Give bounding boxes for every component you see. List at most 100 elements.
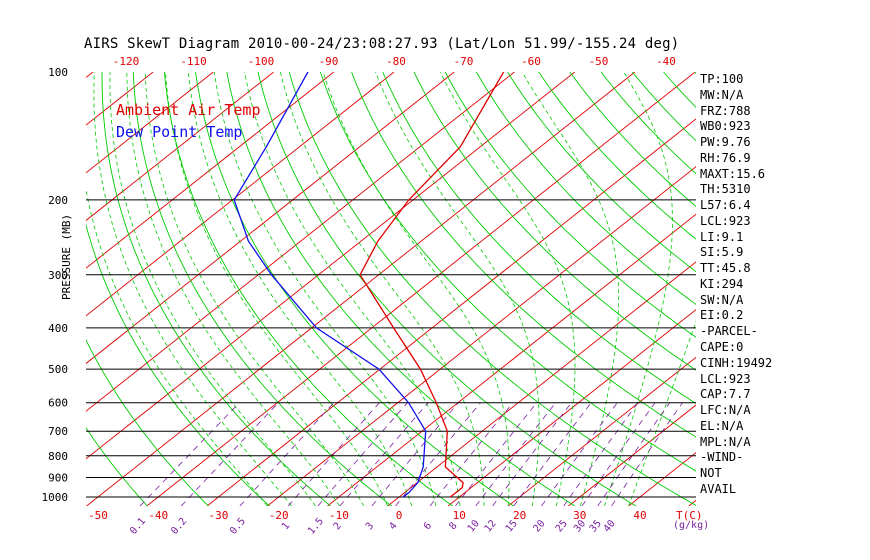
moist-adiabat-line [187,72,413,506]
mixing-ratio-label: 1 [280,521,292,533]
index-line: WB0:923 [700,119,751,134]
isotherm-lines [0,72,696,506]
index-line: SI:5.9 [700,245,744,260]
isotherm-line [146,72,696,506]
mixing-ratio-label: 3 [364,521,376,533]
chart-title: AIRS SkewT Diagram 2010-00-24/23:08:27.9… [84,36,680,52]
pressure-tick-label: 500 [48,363,68,376]
isotherm-line [86,72,455,365]
index-line: LCL:923 [700,371,751,386]
index-line: CINH:19492 [700,355,773,370]
moist-adiabat-line [244,72,461,506]
mixing-ratio-line [492,402,572,506]
pressure-tick-label: 800 [48,450,68,463]
isotherm-line [86,72,395,317]
index-line: L57:6.4 [700,198,751,213]
isotherm-line [86,72,335,269]
isotherm-line [0,72,33,506]
mixing-ratio-line [611,402,683,506]
index-line: LFC:N/A [700,403,751,418]
index-line: MW:N/A [700,87,744,102]
mixing-ratio-line [287,402,380,506]
index-line: EL:N/A [700,418,744,433]
mixing-ratio-line [475,402,557,506]
moist-adiabat-line [165,72,389,506]
dry-adiabat-line [86,223,270,506]
moist-adiabat-line [521,72,620,506]
mixing-ratio-label: 12 [483,518,499,534]
index-line: TT:45.8 [700,261,751,276]
index-line: MAXT:15.6 [700,166,766,181]
bottom-temp-tick-label: 30 [573,509,586,522]
pressure-tick-label: 400 [48,322,68,335]
index-line: TH:5310 [700,182,751,197]
bottom-temp-tick-label: -40 [148,509,168,522]
dry-adiabat-line [195,72,514,506]
mixing-ratio-label: 6 [422,521,434,533]
dry-adiabat-line [101,72,331,506]
isotherm-line [267,166,696,506]
sounding-profiles [233,72,505,498]
bottom-temp-tick-label: 0 [396,509,403,522]
bottom-temp-tick-label: 20 [513,509,526,522]
isotherm-line [327,213,696,506]
isobar-lines [86,199,696,498]
bottom-temp-tick-label: -50 [88,509,108,522]
stability-indices-panel: TP:100 MW:N/A FRZ:788 WB0:923 PW:9.76 RH:76.9… [700,72,870,498]
mixing-ratio-line [581,402,656,506]
dry-adiabat-line [226,72,576,506]
pressure-tick-label: 600 [48,397,68,410]
moist-adiabat-line [279,72,485,506]
dry-adiabat-line [476,72,696,305]
index-line: LCL:923 [700,213,751,228]
mixing-ratio-line [597,402,671,506]
dry-adiabat-line [288,72,696,506]
index-line: RH:76.9 [700,150,751,165]
dry-adiabat-line [319,72,696,472]
isotherm-line [447,309,696,506]
mixing-ratio-line [429,402,514,506]
index-line: -PARCEL- [700,324,758,339]
mixing-ratio-line [180,402,279,506]
isotherm-line [86,72,636,506]
index-line: PW:9.76 [700,135,751,150]
moist-adiabat-line [86,187,268,506]
index-line: LI:9.1 [700,229,744,244]
top-temp-tick-label: -90 [319,55,339,68]
mixing-ratio-unit-label: (g/kg) [673,520,709,531]
top-temp-tick-label: -40 [656,55,676,68]
mixing-ratio-label: 0.5 [228,516,248,537]
index-line: -WIND- [700,450,744,465]
index-line: KI:294 [700,276,744,291]
isotherm-line [86,72,214,174]
isotherm-line [206,118,696,506]
mixing-ratio-label: 25 [554,518,570,534]
pressure-tick-label: 100 [48,66,68,79]
isotherm-line [568,404,696,506]
moist-adiabat-line [439,72,576,506]
isotherm-line [86,72,94,79]
bottom-temp-tick-label: -30 [208,509,228,522]
dry-adiabat-line [86,426,148,506]
isotherm-line [387,261,696,506]
index-line: FRZ:788 [700,103,751,118]
mixing-ratio-line [541,402,618,506]
top-temp-tick-label: -80 [386,55,406,68]
moist-adiabat-line [604,72,673,506]
top-temp-tick-label: -120 [113,55,140,68]
index-line: MPL:N/A [700,434,751,449]
mixing-ratio-label: 40 [602,518,618,534]
dry-adiabat-line [86,339,209,506]
moist-adiabat-line [126,72,340,506]
mixing-ratio-lines [139,402,683,506]
index-line: TP:100 [700,72,744,86]
pressure-tick-label: 900 [48,472,68,485]
dry-adiabat-line [507,72,696,273]
legend-ambient-air-temp: Ambient Air Temp [116,101,261,119]
moist-adiabat-line [93,72,292,506]
mixing-ratio-label: 0.1 [128,516,148,537]
bottom-temp-tick-label: 10 [453,509,466,522]
mixing-ratio-label: 4 [387,521,399,533]
mixing-ratio-line [455,402,538,506]
